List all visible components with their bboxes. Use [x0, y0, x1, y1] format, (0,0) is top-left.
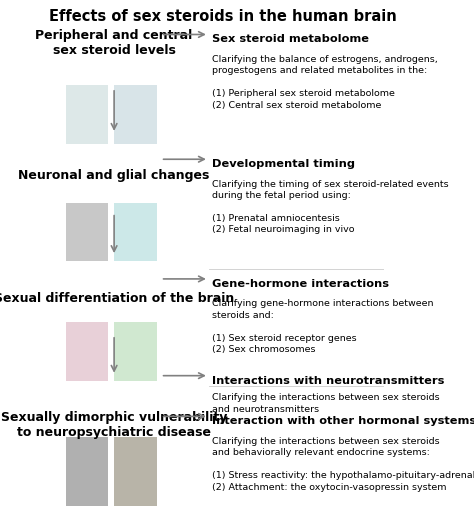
- Bar: [114, 86, 157, 144]
- Text: Clarifying the interactions between sex steroids
and neurotransmitters: Clarifying the interactions between sex …: [212, 394, 440, 414]
- Text: Sexual differentiation of the brain: Sexual differentiation of the brain: [0, 292, 234, 305]
- Text: Clarifying the interactions between sex steroids
and behaviorally relevant endoc: Clarifying the interactions between sex …: [212, 437, 474, 492]
- Text: Developmental timing: Developmental timing: [212, 159, 355, 169]
- Text: Neuronal and glial changes: Neuronal and glial changes: [18, 169, 210, 182]
- Text: Peripheral and central
sex steroid levels: Peripheral and central sex steroid level…: [36, 29, 193, 57]
- Text: Interactions with neurotransmitters: Interactions with neurotransmitters: [212, 376, 445, 386]
- Bar: [66, 203, 108, 261]
- Bar: [66, 322, 108, 381]
- Bar: [114, 322, 157, 381]
- Text: Sexually dimorphic vulnerability
to neuropsychiatric disease: Sexually dimorphic vulnerability to neur…: [1, 411, 228, 439]
- Text: Clarifying the balance of estrogens, androgens,
progestogens and related metabol: Clarifying the balance of estrogens, and…: [212, 55, 438, 110]
- Text: Clarifying gene-hormone interactions between
steroids and:

(1) Sex steroid rece: Clarifying gene-hormone interactions bet…: [212, 300, 434, 354]
- Text: Sex steroid metabolome: Sex steroid metabolome: [212, 34, 369, 45]
- Text: Interaction with other hormonal systems: Interaction with other hormonal systems: [212, 416, 474, 426]
- Text: Clarifying the timing of sex steroid-related events
during the fetal period usin: Clarifying the timing of sex steroid-rel…: [212, 180, 449, 234]
- Bar: [114, 203, 157, 261]
- Bar: [66, 86, 108, 144]
- Bar: [114, 437, 157, 505]
- Text: Gene-hormone interactions: Gene-hormone interactions: [212, 279, 389, 289]
- Text: Effects of sex steroids in the human brain: Effects of sex steroids in the human bra…: [49, 9, 397, 24]
- Bar: [66, 437, 108, 505]
